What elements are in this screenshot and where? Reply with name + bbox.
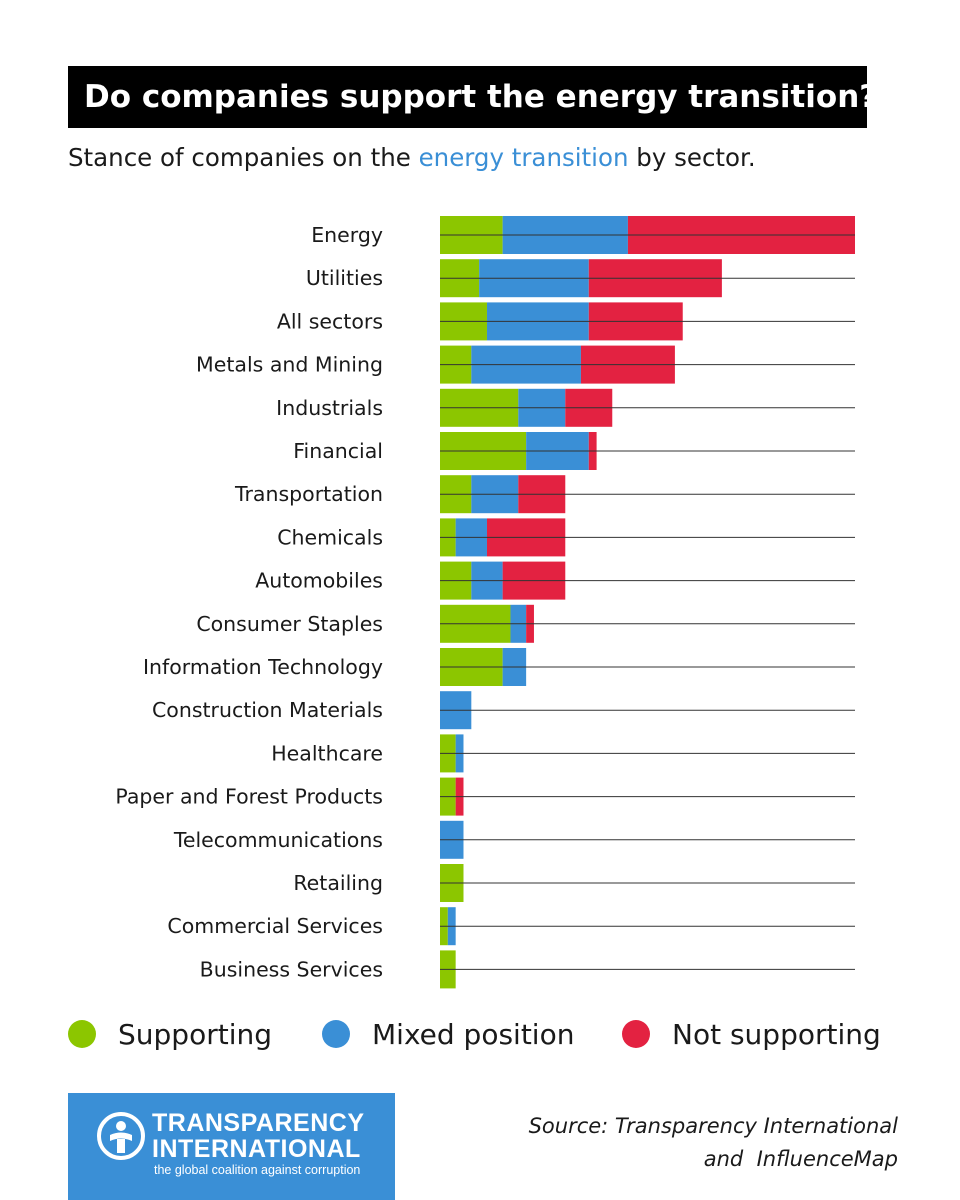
chart-subtitle: Stance of companies on the energy transi…	[68, 143, 756, 172]
subtitle-highlight: energy transition	[418, 143, 629, 172]
category-label-information-technology: Information Technology	[143, 655, 383, 679]
chart-title: Do companies support the energy transiti…	[68, 66, 877, 128]
source-line-1: Source: Transparency International	[528, 1114, 898, 1138]
category-label-energy: Energy	[311, 223, 383, 247]
subtitle-text-before: Stance of companies on the	[68, 143, 419, 172]
category-label-utilities: Utilities	[306, 266, 383, 290]
source-line-2: and InfluenceMap	[703, 1147, 898, 1171]
legend-label-supporting: Supporting	[118, 1017, 272, 1051]
category-label-industrials: Industrials	[276, 396, 383, 420]
category-label-commercial-services: Commercial Services	[167, 914, 383, 938]
legend-item-supporting: Supporting	[68, 1010, 272, 1058]
category-label-all-sectors: All sectors	[277, 309, 383, 333]
transparency-international-logo: TRANSPARENCY INTERNATIONAL the global co…	[68, 1093, 395, 1200]
legend-dot-supporting	[68, 1020, 96, 1048]
category-label-paper-and-forest-products: Paper and Forest Products	[115, 785, 383, 809]
category-label-business-services: Business Services	[200, 957, 383, 981]
category-label-consumer-staples: Consumer Staples	[196, 612, 383, 636]
category-label-transportation: Transportation	[234, 482, 383, 506]
legend-label-mixed: Mixed position	[372, 1017, 575, 1051]
logo-tagline: the global coalition against corruption	[154, 1163, 361, 1177]
category-label-healthcare: Healthcare	[271, 741, 383, 765]
logo-line-2: INTERNATIONAL	[152, 1135, 361, 1163]
ti-emblem-icon	[97, 1112, 145, 1160]
legend-label-not-supporting: Not supporting	[672, 1017, 881, 1051]
category-label-retailing: Retailing	[293, 871, 383, 895]
logo-line-1: TRANSPARENCY	[152, 1109, 365, 1137]
source-note: Source: Transparency International and I…	[529, 1110, 898, 1176]
category-label-telecommunications: Telecommunications	[173, 828, 383, 852]
category-label-chemicals: Chemicals	[277, 525, 383, 549]
chart-legend: Supporting Mixed position Not supporting	[68, 1010, 898, 1058]
category-label-construction-materials: Construction Materials	[152, 698, 383, 722]
category-label-automobiles: Automobiles	[255, 569, 383, 593]
stacked-bar-chart: Energy Utilities All sectors Metals and Min…	[115, 216, 855, 989]
category-label-metals-and-mining: Metals and Mining	[196, 353, 383, 377]
legend-item-mixed: Mixed position	[322, 1010, 574, 1058]
legend-dot-not-supporting	[622, 1020, 650, 1048]
category-label-financial: Financial	[293, 439, 383, 463]
legend-dot-mixed	[322, 1020, 350, 1048]
legend-item-not-supporting: Not supporting	[622, 1010, 881, 1058]
subtitle-text-after: by sector.	[628, 143, 756, 172]
